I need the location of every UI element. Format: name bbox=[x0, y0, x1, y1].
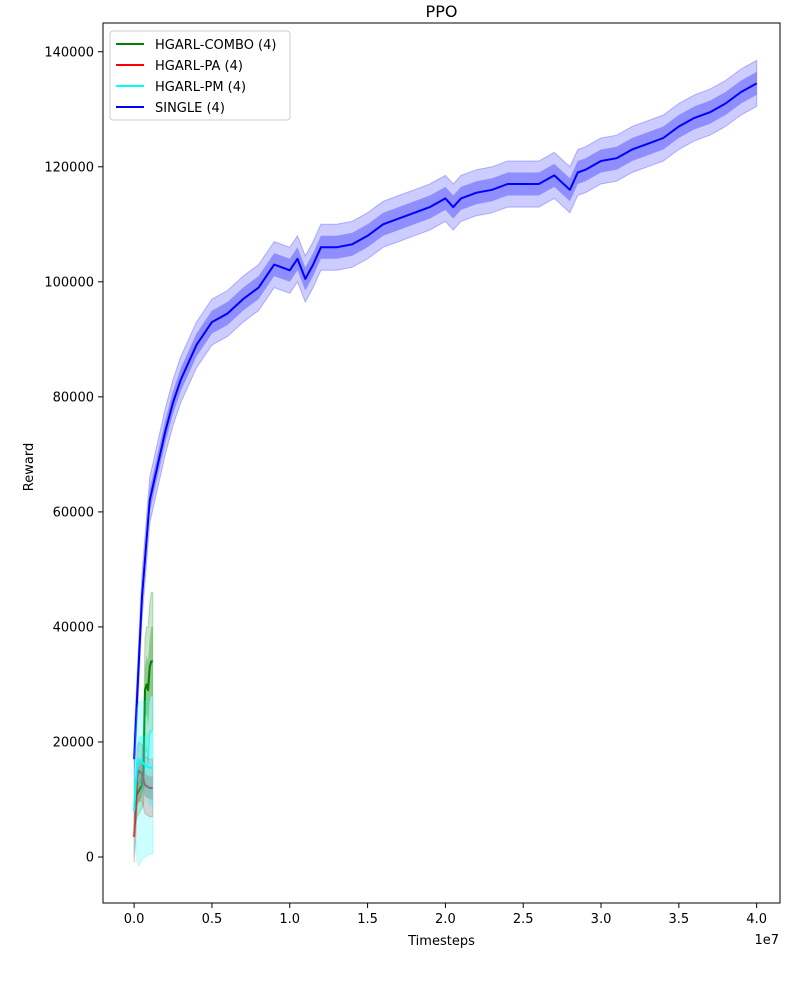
y-axis-label: Reward bbox=[22, 443, 37, 491]
legend-label-single: SINGLE (4) bbox=[155, 101, 225, 116]
hgarl-combo-outer-band bbox=[133, 591, 154, 829]
hgarl-combo-series-line bbox=[133, 660, 153, 806]
y-tick-label: 120000 bbox=[44, 160, 94, 175]
x-axis-offset-label: 1e7 bbox=[754, 933, 779, 948]
y-tick-label: 40000 bbox=[53, 620, 94, 635]
x-tick-label: 3.5 bbox=[668, 912, 689, 927]
x-tick-label: 0.0 bbox=[124, 912, 145, 927]
y-tick-label: 0 bbox=[86, 850, 94, 865]
legend-label-hgarl-pm: HGARL-PM (4) bbox=[155, 80, 246, 95]
plot-frame bbox=[102, 22, 781, 904]
y-tick-label: 140000 bbox=[44, 45, 94, 60]
y-tick-label: 60000 bbox=[53, 505, 94, 520]
legend-box bbox=[109, 30, 291, 121]
chart-title: PPO bbox=[426, 2, 458, 21]
legend-label-hgarl-pa: HGARL-PA (4) bbox=[155, 59, 243, 74]
hgarl-pa-series-line bbox=[133, 769, 153, 837]
hgarl-pm-outer-band bbox=[133, 695, 154, 867]
x-tick-label: 3.0 bbox=[591, 912, 612, 927]
hgarl-combo-inner-band bbox=[134, 626, 153, 817]
x-tick-label: 2.0 bbox=[435, 912, 456, 927]
legend-label-hgarl-combo: HGARL-COMBO (4) bbox=[155, 38, 276, 53]
hgarl-pa-inner-band bbox=[134, 759, 153, 846]
plot-area bbox=[133, 59, 758, 867]
x-tick-label: 0.5 bbox=[202, 912, 223, 927]
single-series-line bbox=[133, 82, 758, 760]
hgarl-pm-series-line bbox=[133, 758, 153, 812]
hgarl-pm-inner-band bbox=[134, 730, 153, 829]
x-tick-label: 1.0 bbox=[279, 912, 300, 927]
y-tick-label: 80000 bbox=[53, 390, 94, 405]
x-axis: 0.0 0.5 1.0 1.5 2.0 2.5 3.0 3.5 4.0 bbox=[124, 903, 767, 927]
legend: HGARL-COMBO (4) HGARL-PA (4) HGARL-PM (4) S… bbox=[109, 30, 291, 121]
x-tick-label: 1.5 bbox=[357, 912, 378, 927]
y-tick-label: 100000 bbox=[44, 275, 94, 290]
y-tick-label: 20000 bbox=[53, 735, 94, 750]
single-outer-band bbox=[133, 59, 758, 783]
x-tick-label: 4.0 bbox=[746, 912, 767, 927]
y-axis: 0 20000 40000 60000 80000 100000 120000 140000 bbox=[44, 45, 103, 865]
x-axis-label: Timesteps bbox=[407, 934, 475, 949]
x-tick-label: 2.5 bbox=[513, 912, 534, 927]
